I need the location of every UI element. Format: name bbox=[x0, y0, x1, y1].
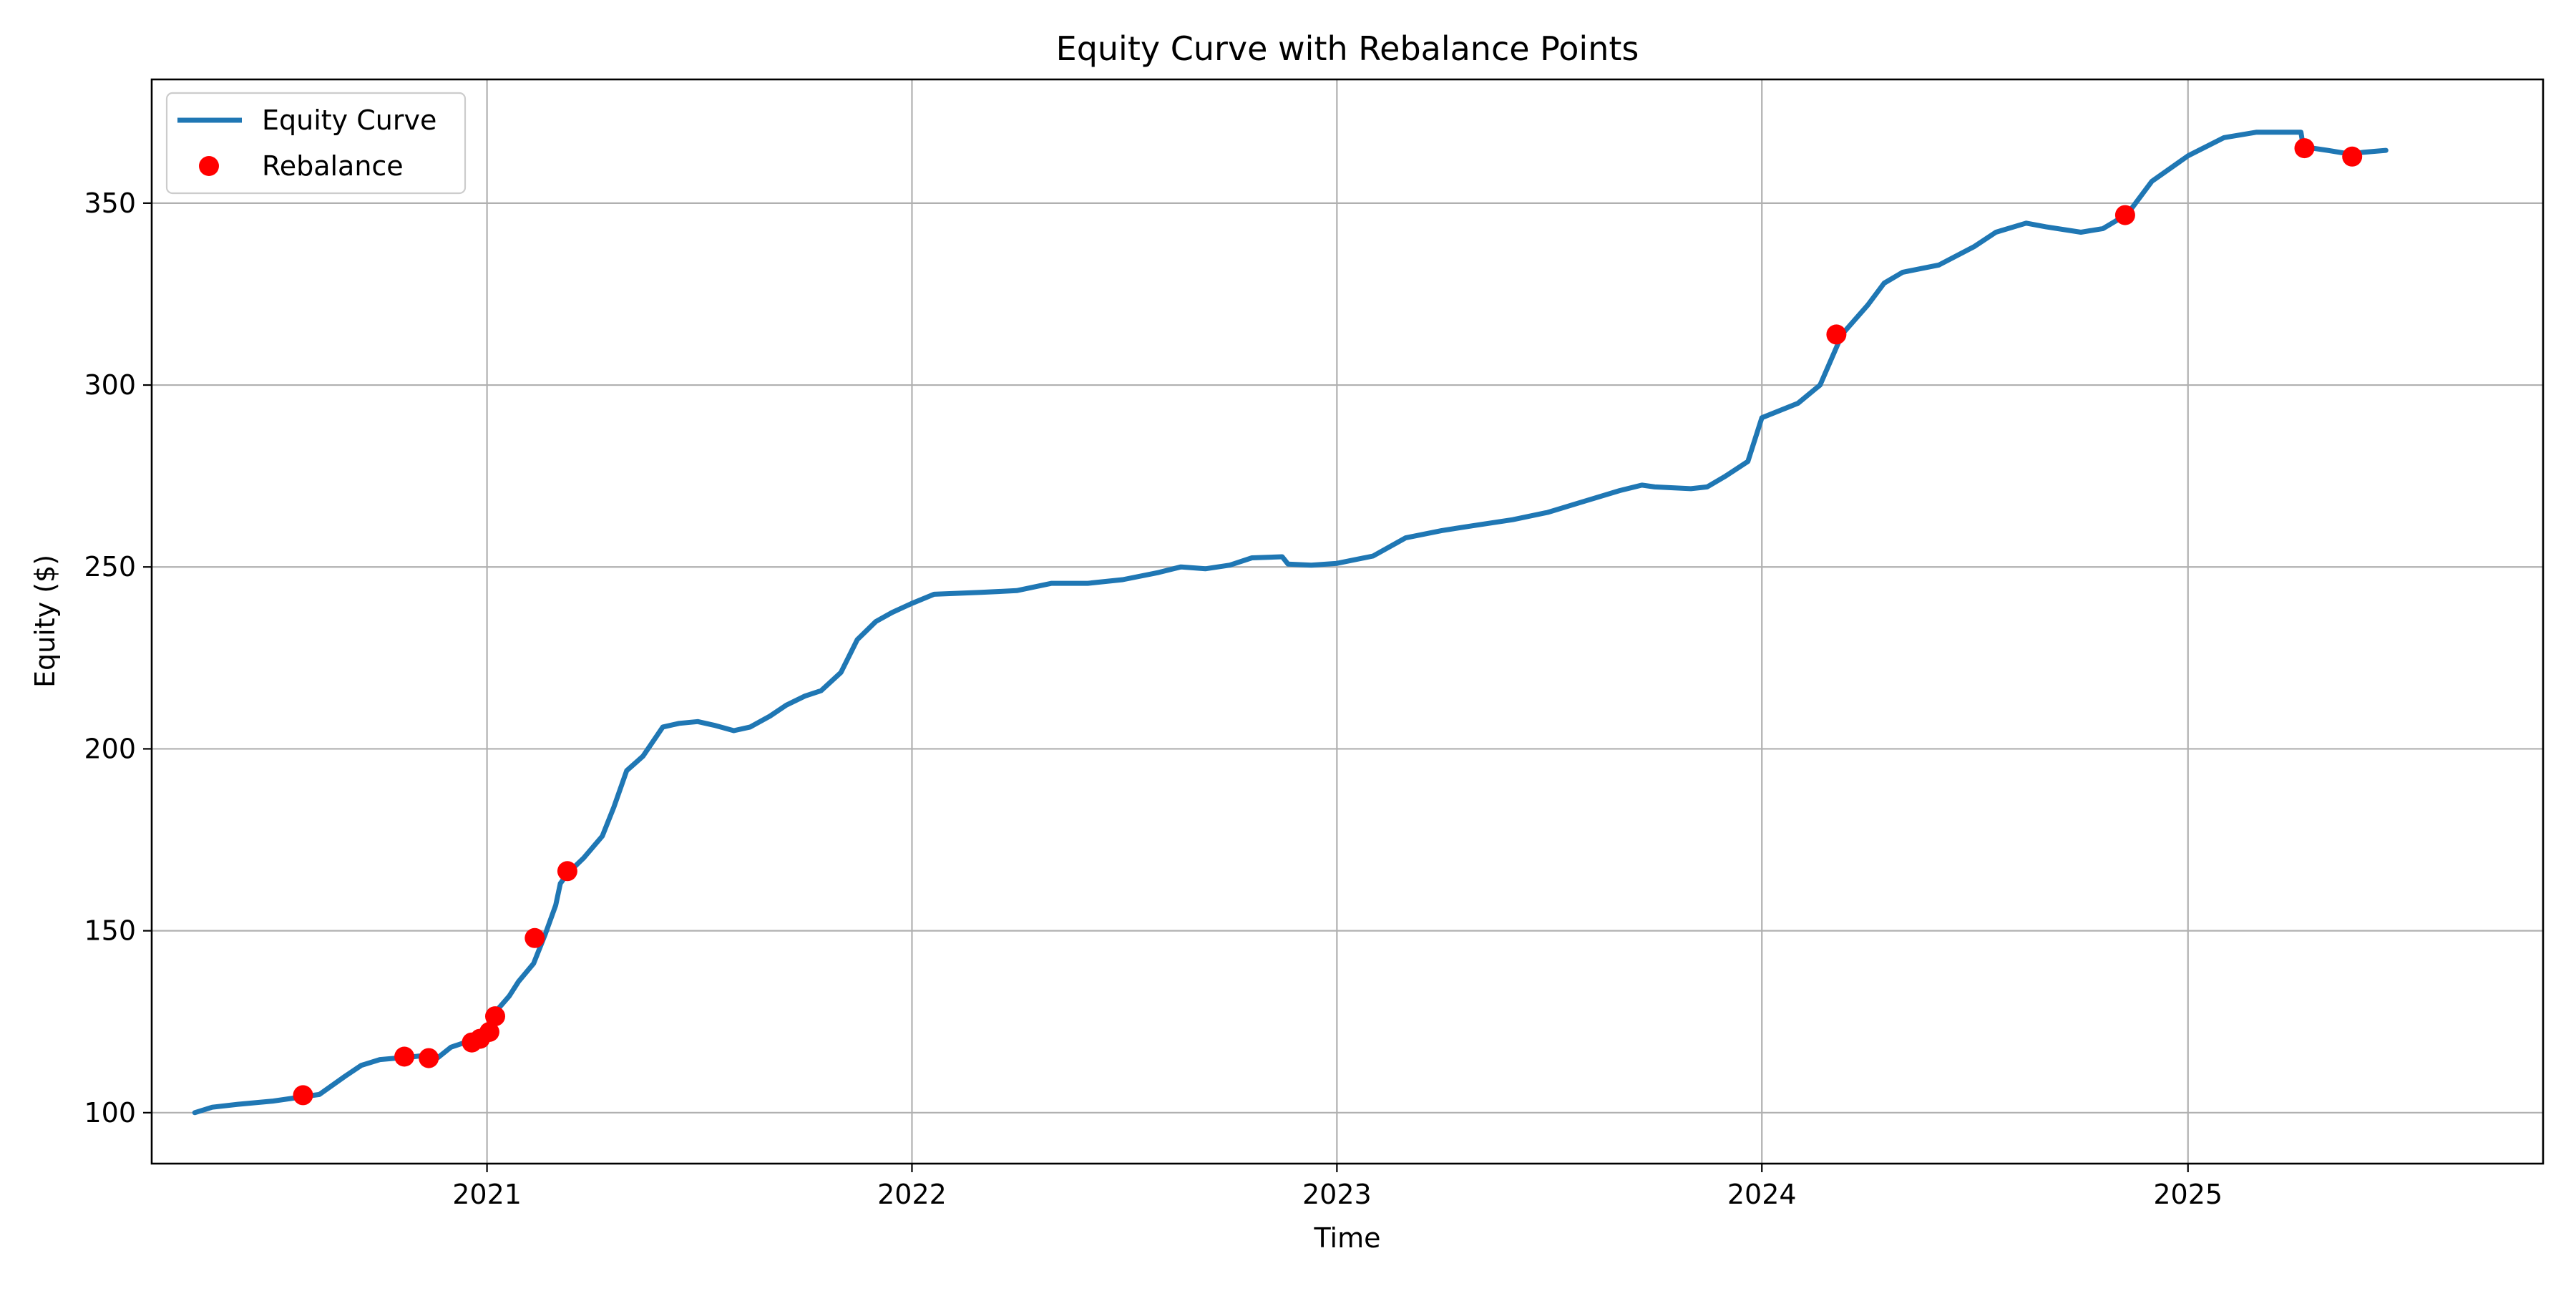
x-tick-label: 2021 bbox=[452, 1179, 522, 1210]
x-axis-label: Time bbox=[1314, 1222, 1381, 1254]
rebalance-point bbox=[1826, 324, 1847, 345]
grid-layer bbox=[152, 79, 2543, 1164]
rebalance-point bbox=[2342, 146, 2363, 167]
x-tick-label: 2023 bbox=[1302, 1179, 1372, 1210]
y-tick-label: 250 bbox=[84, 551, 136, 583]
y-tick-label: 150 bbox=[84, 915, 136, 947]
rebalance-point bbox=[525, 927, 545, 948]
rebalance-point bbox=[557, 861, 577, 882]
legend-label-equity-curve: Equity Curve bbox=[262, 104, 436, 136]
x-tick-label: 2024 bbox=[1727, 1179, 1797, 1210]
equity-curve-line bbox=[192, 130, 2389, 1116]
chart-title: Equity Curve with Rebalance Points bbox=[1056, 29, 1639, 68]
rebalance-point bbox=[485, 1006, 505, 1027]
x-tick-label: 2022 bbox=[877, 1179, 947, 1210]
legend-label-rebalance: Rebalance bbox=[262, 150, 404, 182]
rebalance-point bbox=[293, 1085, 313, 1106]
rebalance-point bbox=[2294, 138, 2315, 159]
series-layer bbox=[192, 130, 2389, 1116]
rebalance-point bbox=[479, 1022, 499, 1042]
y-tick-label: 300 bbox=[84, 369, 136, 401]
legend-marker-swatch bbox=[199, 156, 219, 176]
rebalance-point bbox=[2114, 205, 2135, 225]
rebalance-point bbox=[419, 1048, 439, 1068]
plot-frame bbox=[150, 78, 2545, 1165]
rebalance-point bbox=[394, 1046, 415, 1067]
y-tick-label: 100 bbox=[84, 1097, 136, 1129]
x-tick-label: 2025 bbox=[2153, 1179, 2223, 1210]
y-tick-label: 200 bbox=[84, 733, 136, 764]
y-tick-label: 350 bbox=[84, 187, 136, 219]
legend: Equity Curve Rebalance bbox=[165, 92, 467, 195]
tick-layer: 2021 2022 2023 2024 2025 100 150 200 250 300 350 bbox=[84, 187, 2223, 1210]
y-axis-label: Equity ($) bbox=[29, 555, 61, 688]
